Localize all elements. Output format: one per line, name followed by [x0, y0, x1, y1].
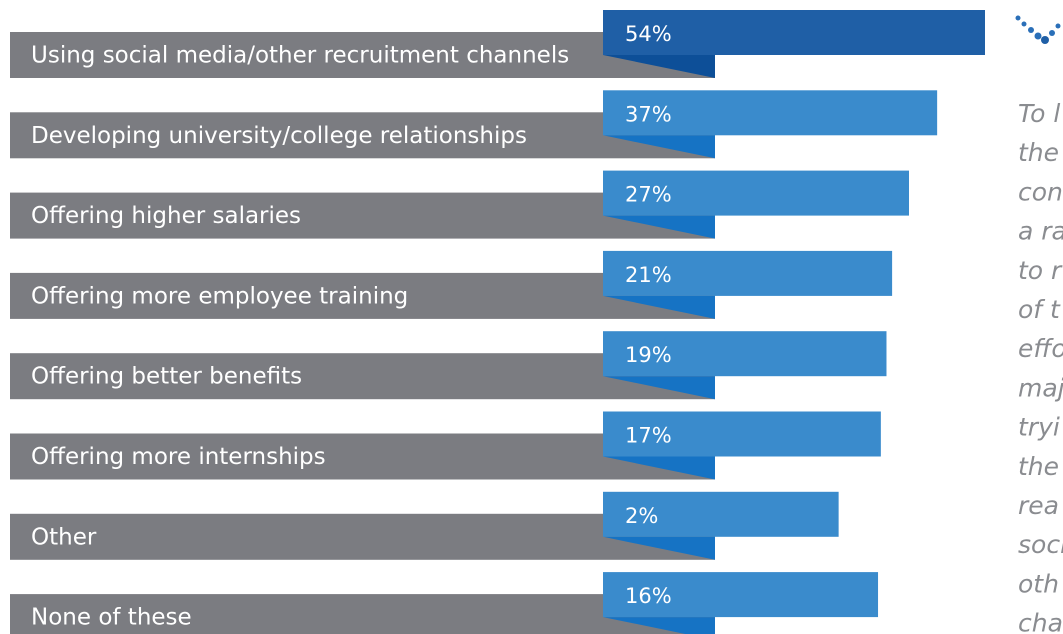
annotation-line: effo — [1018, 334, 1063, 363]
bar — [603, 170, 909, 216]
bar — [603, 331, 887, 377]
value-label: 2% — [625, 504, 658, 528]
category-label: Offering higher salaries — [31, 203, 301, 229]
value-label: 54% — [625, 22, 672, 46]
bar-fold — [603, 135, 715, 159]
value-label: 37% — [625, 102, 672, 126]
bar-fold — [603, 456, 715, 480]
bar-fold — [603, 215, 715, 239]
annotation-line: oth — [1018, 569, 1059, 598]
category-label: Using social media/other recruitment cha… — [31, 43, 569, 69]
category-label: None of these — [31, 605, 192, 631]
label-bar — [10, 32, 715, 78]
annotation-line: To l — [1018, 99, 1060, 128]
annotation-line: of t — [1018, 295, 1061, 324]
label-bar — [10, 192, 715, 239]
bar-fold — [603, 295, 715, 319]
annotation-line: to r — [1018, 256, 1063, 285]
annotation-line: con — [1018, 177, 1063, 206]
value-label: 27% — [625, 183, 672, 207]
annotation-line: cha — [1018, 609, 1063, 634]
value-label: 16% — [625, 584, 672, 608]
value-label: 17% — [625, 424, 672, 448]
category-label: Other — [31, 524, 97, 550]
label-bar — [10, 433, 715, 480]
bar — [603, 572, 879, 618]
bar — [603, 250, 893, 296]
value-label: 19% — [625, 343, 672, 367]
logo-dots — [1015, 15, 1061, 44]
label-bar — [10, 353, 715, 400]
bar — [603, 10, 985, 55]
annotation-line: the — [1018, 452, 1059, 481]
bar — [603, 411, 881, 457]
annotation-line: the — [1018, 138, 1059, 167]
annotation-line: maj — [1018, 373, 1063, 402]
label-bar — [10, 594, 715, 634]
bar — [603, 491, 839, 537]
bar-fold — [603, 376, 715, 400]
category-label: Developing university/college relationsh… — [31, 123, 527, 149]
value-label: 21% — [625, 263, 672, 287]
category-label: Offering better benefits — [31, 364, 302, 390]
category-label: Offering more internships — [31, 444, 326, 470]
category-label: Offering more employee training — [31, 283, 408, 309]
annotation-line: tryi — [1018, 413, 1060, 442]
bar-fold — [603, 55, 715, 78]
annotation-line: rea — [1018, 491, 1059, 520]
annotation-line: a ra — [1018, 217, 1063, 246]
bar-fold — [603, 617, 715, 634]
bar-fold — [603, 536, 715, 560]
annotation-line: soci — [1018, 530, 1063, 559]
bar — [603, 90, 938, 136]
label-bar — [10, 513, 715, 560]
label-bar — [10, 272, 715, 319]
label-bar — [10, 112, 715, 159]
